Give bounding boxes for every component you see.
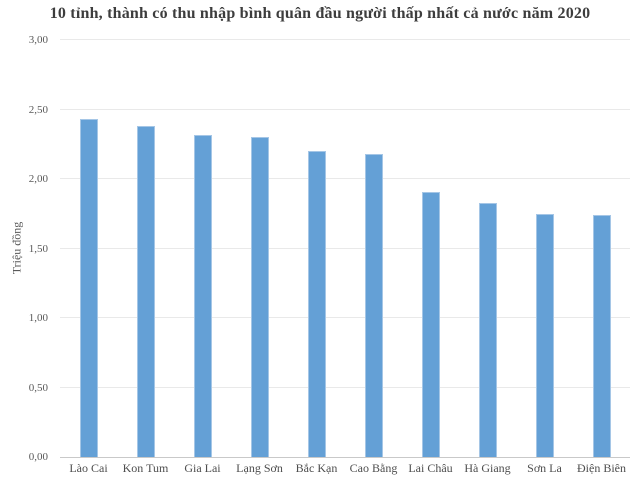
x-category-label: Cao Bằng xyxy=(349,461,398,475)
x-category-label: Lai Châu xyxy=(408,461,453,475)
x-category-label: Lào Cai xyxy=(69,461,108,475)
y-tick-label: 2,00 xyxy=(28,173,48,185)
y-tick-label: 0,50 xyxy=(28,381,48,394)
bar xyxy=(250,137,269,457)
gridline xyxy=(60,108,630,110)
bar xyxy=(478,202,497,457)
y-tick-label: 3,00 xyxy=(28,34,48,46)
bar xyxy=(421,191,440,457)
bar xyxy=(535,213,554,457)
gridline xyxy=(60,178,630,179)
x-axis-line xyxy=(60,457,630,458)
x-axis-category-labels: Lào Cai Kon Tum Gia Lai Lạng Sơn Bắc Kạn Cao … xyxy=(60,461,630,479)
x-category-label: Hà Giang xyxy=(464,461,511,475)
bar xyxy=(193,134,212,457)
bar xyxy=(307,151,326,457)
bar xyxy=(364,153,383,457)
gridline xyxy=(60,317,630,318)
x-category-label: Bắc Kạn xyxy=(295,461,338,475)
y-tick-label: 1,50 xyxy=(28,242,48,255)
bar xyxy=(79,119,98,457)
gridline xyxy=(60,247,630,249)
y-tick-label: 2,50 xyxy=(28,103,48,116)
y-axis-tick-labels: 0,00 0,50 1,00 1,50 2,00 2,50 3,00 xyxy=(0,34,48,463)
gridline xyxy=(60,386,630,388)
gridline xyxy=(60,39,630,40)
x-category-label: Điện Biên xyxy=(577,461,626,475)
x-category-label: Kon Tum xyxy=(122,461,169,475)
y-tick-label: 0,00 xyxy=(28,451,48,463)
y-tick-label: 1,00 xyxy=(28,312,48,324)
bar xyxy=(136,126,155,457)
plot-area xyxy=(60,39,630,458)
x-category-label: Lạng Sơn xyxy=(236,461,283,475)
x-category-label: Gia Lai xyxy=(184,461,221,475)
x-category-label: Sơn La xyxy=(527,461,562,475)
chart-title: 10 tỉnh, thành có thu nhập bình quân đầu… xyxy=(49,5,591,22)
bar xyxy=(592,215,611,457)
